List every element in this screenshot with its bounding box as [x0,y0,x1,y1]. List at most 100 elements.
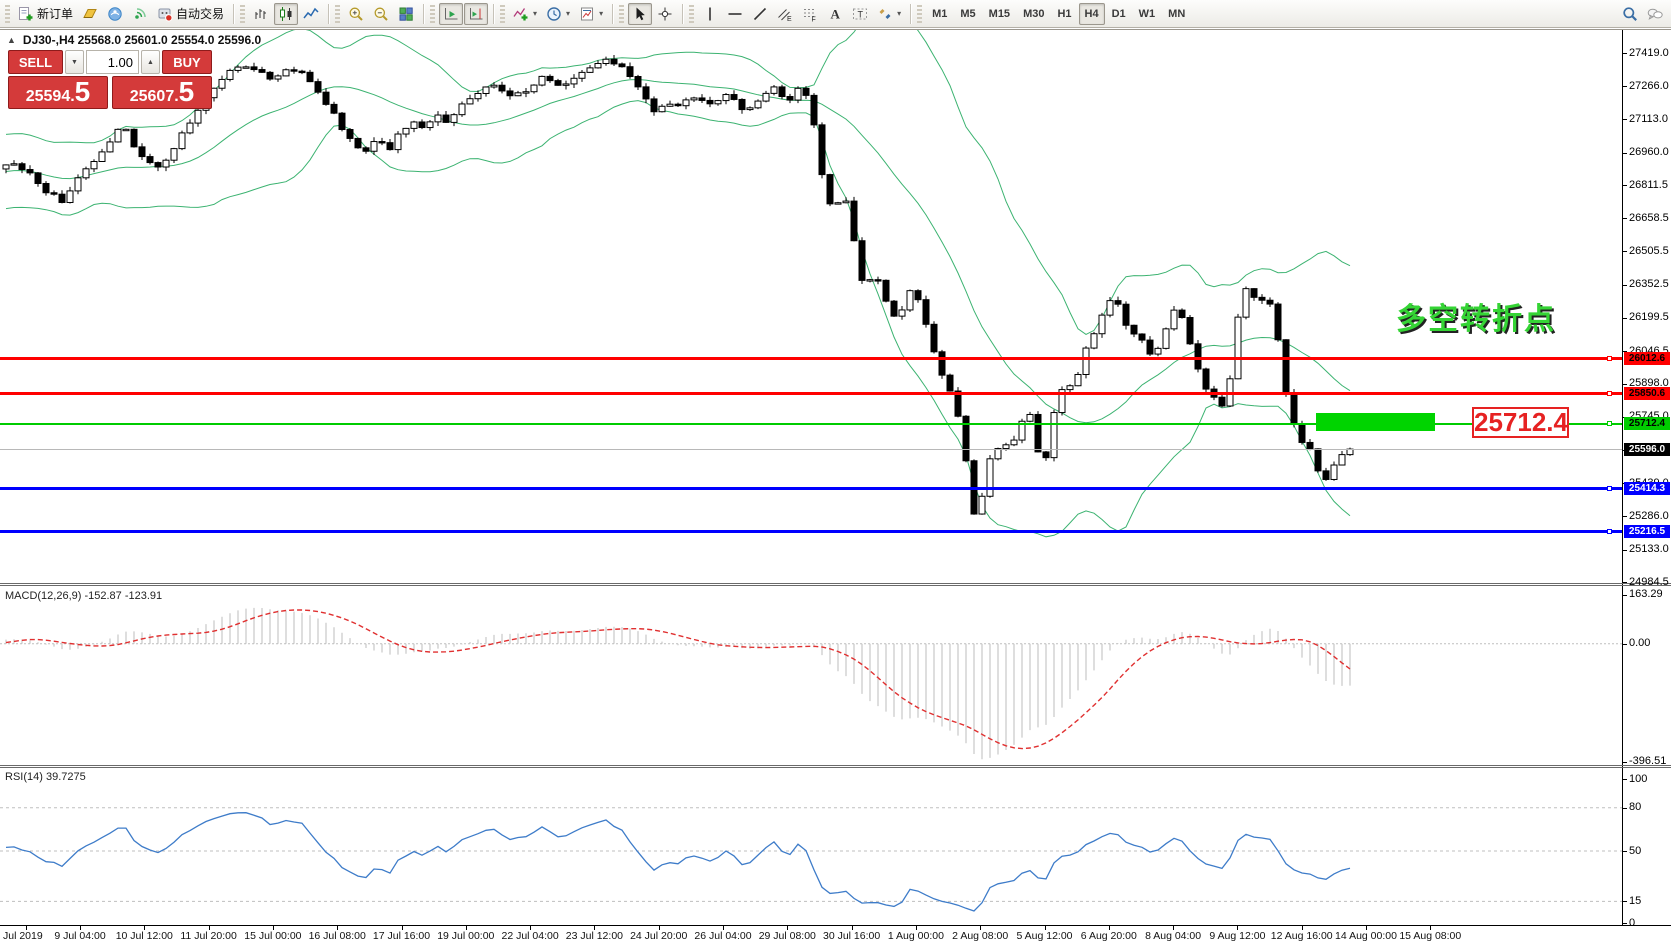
text-label-button[interactable]: T [848,3,872,25]
time-axis-tick [1044,925,1046,930]
arrows-dropdown-arrow-icon[interactable]: ▾ [897,9,902,18]
equidistant-channel-icon: E [777,6,793,22]
tf-mn-button[interactable]: MN [1162,3,1191,25]
chat-button[interactable] [1643,3,1667,25]
signals-button[interactable] [128,3,152,25]
time-tick-label: 6 Aug 20:00 [1080,930,1137,942]
svg-text:A: A [831,6,841,21]
tf-m5-button[interactable]: M5 [954,3,981,25]
level-line-marker[interactable] [1607,528,1612,534]
tile-windows-button[interactable] [394,3,418,25]
buy-button[interactable]: BUY [162,50,212,74]
periods-button[interactable]: ▾ [542,3,574,25]
chat-icon [1647,6,1663,22]
time-axis-tick [26,925,27,930]
tf-h1-button[interactable]: H1 [1051,3,1077,25]
auto-scroll-button[interactable] [439,2,464,25]
candlestick-button[interactable] [274,2,299,25]
new-order-button[interactable]: 新订单 [14,3,77,25]
periods-dropdown-arrow-icon[interactable]: ▾ [566,9,571,18]
trend-line-button[interactable] [748,3,772,25]
tf-h4-button[interactable]: H4 [1078,2,1105,25]
price-axis-tick [1622,218,1627,220]
level-line-marker[interactable] [1607,485,1612,491]
tf-w1-button[interactable]: W1 [1133,3,1162,25]
vertical-line-button[interactable] [698,3,722,25]
toolbar-drag-handle[interactable] [917,4,923,23]
bar-chart-button[interactable] [249,3,273,25]
tf-d1-button[interactable]: D1 [1106,3,1132,25]
indicators-add-button[interactable]: ▾ [509,3,541,25]
tf-m15-button[interactable]: M15 [983,3,1016,25]
macd-tick-label: -396.51 [1629,755,1667,768]
level-line-marker[interactable] [1607,355,1612,361]
templates-dropdown-arrow-icon[interactable]: ▾ [599,9,604,18]
crosshair-button[interactable] [653,3,677,25]
templates-button[interactable]: ▾ [575,3,607,25]
tf-m1-button[interactable]: M1 [926,3,953,25]
equidistant-channel-button[interactable]: E [773,3,797,25]
annotation-turning-point-text[interactable]: 多空转折点 [1396,303,1556,336]
one-click-trading-panel: SELL ▼ 1.00 ▲ BUY 25594. 5 25607. 5 [8,50,212,109]
symbol-ohlc-text: DJ30-,H4 25568.0 25601.0 25554.0 25596.0 [22,33,262,47]
toolbar-drag-handle[interactable] [500,4,506,23]
community-button[interactable] [103,3,127,25]
text-button[interactable]: A [823,3,847,25]
indicators-add-dropdown-arrow-icon[interactable]: ▾ [533,9,538,18]
time-tick-label: 19 Jul 00:00 [437,930,495,942]
horizontal-level-line[interactable] [0,422,1622,425]
sell-price-int: 25594. [25,88,75,105]
arrows-button[interactable]: ▾ [873,3,905,25]
toolbar-drag-handle[interactable] [619,4,625,23]
sell-button[interactable]: SELL [8,50,63,74]
horizontal-line-button[interactable] [723,3,747,25]
tf-m30-button[interactable]: M30 [1017,3,1050,25]
annotation-zone-rectangle[interactable] [1316,413,1435,431]
zoom-in-button[interactable] [344,3,368,25]
rsi-splitter[interactable] [0,765,1671,766]
macd-splitter[interactable] [0,583,1671,584]
time-tick-label: 9 Jul 04:00 [54,930,106,942]
annotation-price-label[interactable]: 25712.4 [1472,407,1569,438]
zoom-out-button[interactable] [369,3,393,25]
toolbar-separator [233,3,235,24]
time-axis-tick [208,925,210,930]
chart-shift-button[interactable] [464,2,489,25]
horizontal-level-line[interactable] [0,530,1622,534]
rsi-tick-label: 50 [1629,844,1642,857]
toolbar-drag-handle[interactable] [335,4,341,23]
search-button[interactable] [1618,3,1642,25]
price-axis-tick [1622,284,1627,286]
oct-collapse-toggle[interactable]: ▲ [7,35,16,45]
time-axis-tick [1366,925,1367,930]
level-line-marker[interactable] [1607,390,1612,396]
level-line-marker[interactable] [1607,420,1612,426]
time-axis-tick [337,925,339,930]
fibonacci-button[interactable]: F [798,3,822,25]
price-axis-tick [1622,152,1627,154]
toolbar-drag-handle[interactable] [240,4,246,23]
price-axis-tick [1622,582,1627,583]
price-tick-label: 26811.5 [1629,178,1668,191]
cursor-button[interactable] [628,2,653,25]
horizontal-level-line[interactable] [0,448,1622,450]
toolbar-drag-handle[interactable] [5,4,10,23]
toolbar-drag-handle[interactable] [430,4,436,23]
volume-increase-button[interactable]: ▲ [141,50,160,74]
autotrading-button[interactable]: 自动交易 [153,3,228,25]
buy-price[interactable]: 25607. 5 [112,76,212,109]
horizontal-level-line[interactable] [0,487,1622,491]
horizontal-level-line[interactable] [0,357,1622,361]
market-button[interactable] [78,3,102,25]
tf-m30-label: M30 [1023,7,1045,20]
toolbar-drag-handle[interactable] [689,4,695,23]
macd-tick-label: 0.00 [1629,637,1651,650]
indicators-add-icon [513,6,529,22]
volume-input[interactable]: 1.00 [86,50,139,74]
volume-decrease-button[interactable]: ▼ [65,50,84,74]
horizontal-level-line[interactable] [0,392,1622,396]
time-tick-label: 14 Aug 00:00 [1335,930,1397,942]
sell-price[interactable]: 25594. 5 [8,76,108,109]
line-chart-button[interactable] [299,3,323,25]
